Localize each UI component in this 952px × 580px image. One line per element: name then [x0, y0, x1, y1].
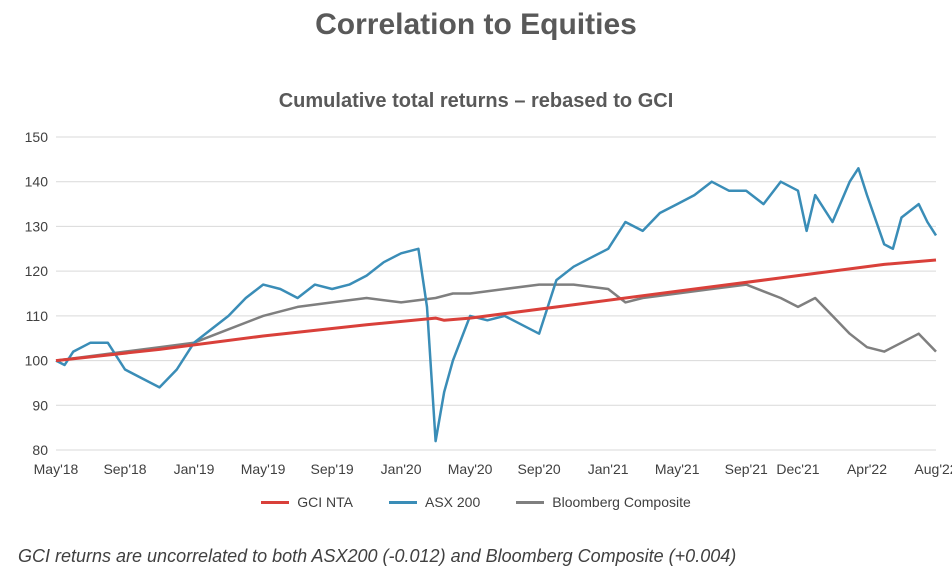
y-tick-label: 140 [25, 174, 49, 190]
series-line-asx-200 [55, 167, 938, 443]
x-tick-label: Jan'21 [588, 461, 629, 477]
x-tick-label: Sep'18 [103, 461, 146, 477]
y-tick-label: 150 [25, 129, 49, 145]
x-tick-label: Sep'20 [518, 461, 561, 477]
x-tick-label: Jan'20 [381, 461, 422, 477]
chart-subtitle: Cumulative total returns – rebased to GC… [278, 90, 674, 112]
x-tick-label: May'21 [655, 461, 700, 477]
y-tick-label: 120 [25, 263, 49, 279]
y-tick-label: 80 [32, 442, 48, 458]
x-tick-label: Aug'22 [914, 461, 952, 477]
legend-item-gci-nta: GCI NTA [261, 494, 353, 510]
x-tick-label: May'19 [241, 461, 286, 477]
legend-label-gci-nta: GCI NTA [297, 494, 353, 510]
x-tick-label: May'20 [448, 461, 493, 477]
chart-title: Correlation to Equities [315, 8, 637, 41]
legend-label-asx-200: ASX 200 [424, 494, 481, 510]
x-tick-label: Dec'21 [776, 461, 819, 477]
series-line-bloomberg-composite [55, 283, 937, 362]
legend-swatch-asx-200 [388, 500, 417, 504]
line-chart: 80 90 100 110 120 130 140 150 May'18 Sep'18 Jan'1… [25, 129, 952, 477]
legend-swatch-bloomberg-composite [516, 500, 545, 504]
legend-item-bloomberg-composite: Bloomberg Composite [516, 494, 691, 510]
legend-label-bloomberg-composite: Bloomberg Composite [552, 494, 691, 510]
legend-item-asx-200: ASX 200 [388, 494, 481, 510]
x-tick-label: May'18 [34, 461, 79, 477]
y-tick-label: 110 [26, 308, 49, 324]
x-tick-label: Jan'19 [174, 461, 215, 477]
footnote: GCI returns are uncorrelated to both ASX… [18, 546, 737, 566]
y-tick-label: 100 [25, 353, 49, 369]
x-tick-label: Sep'21 [725, 461, 768, 477]
legend-swatch-gci-nta [261, 500, 290, 504]
y-tick-label: 90 [32, 397, 48, 413]
chart-legend: GCI NTA ASX 200 Bloomberg Composite [0, 494, 952, 510]
y-tick-label: 130 [25, 218, 49, 234]
series-line-gci-nta [55, 258, 937, 363]
x-tick-label: Sep'19 [311, 461, 354, 477]
x-tick-label: Apr'22 [847, 461, 887, 477]
